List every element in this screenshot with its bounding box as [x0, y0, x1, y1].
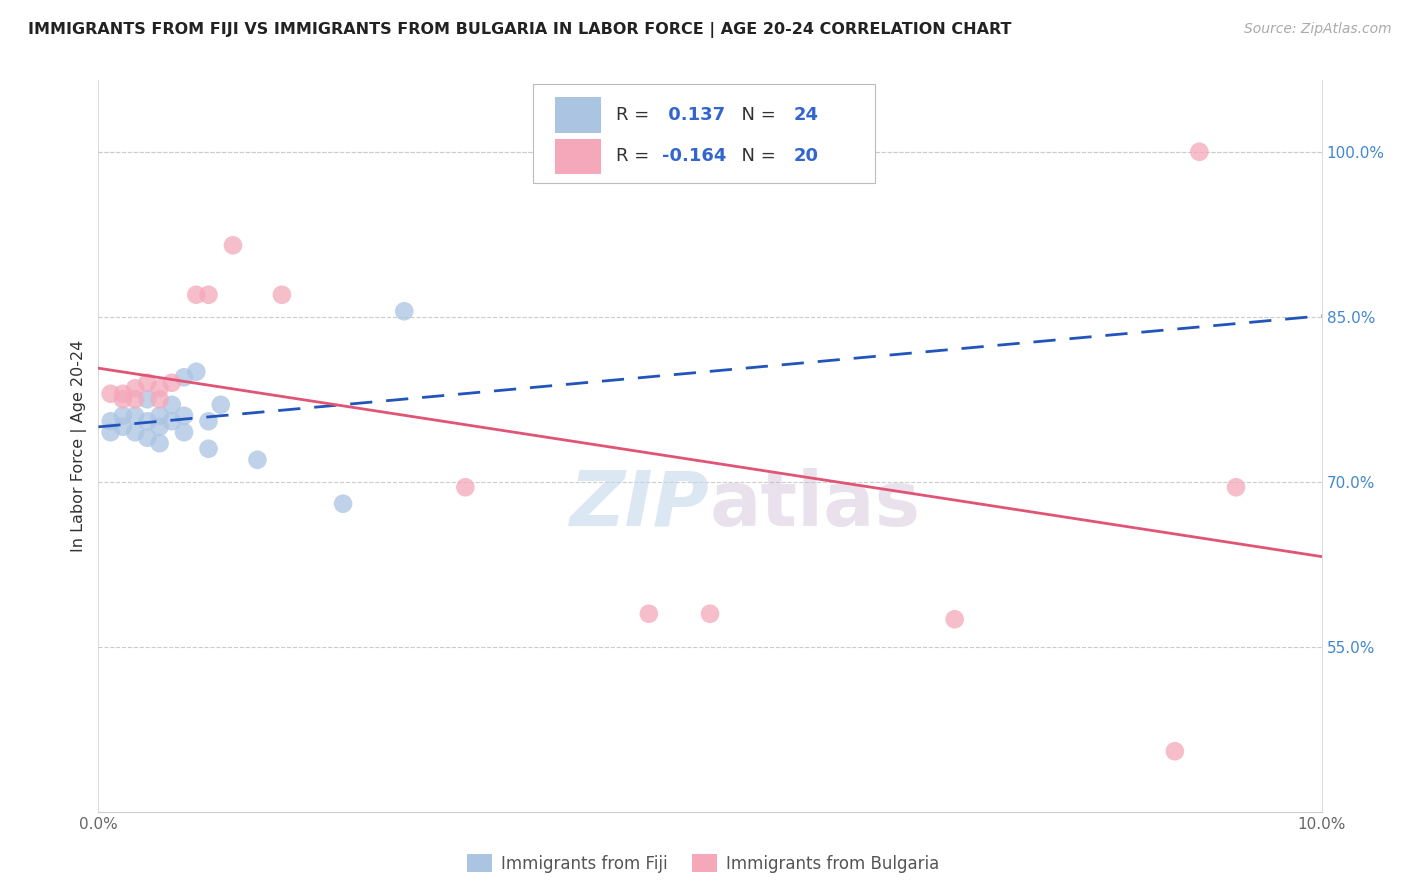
Text: R =: R =	[616, 147, 655, 165]
Point	[186, 365, 208, 379]
Point	[173, 409, 195, 423]
Point	[111, 392, 134, 407]
Point	[197, 414, 219, 428]
Point	[332, 497, 354, 511]
Text: Source: ZipAtlas.com: Source: ZipAtlas.com	[1244, 22, 1392, 37]
Text: IMMIGRANTS FROM FIJI VS IMMIGRANTS FROM BULGARIA IN LABOR FORCE | AGE 20-24 CORR: IMMIGRANTS FROM FIJI VS IMMIGRANTS FROM …	[28, 22, 1012, 38]
Point	[149, 409, 172, 423]
Point	[100, 414, 122, 428]
Point	[136, 376, 159, 390]
Point	[197, 287, 219, 301]
Point	[149, 419, 172, 434]
Point	[124, 425, 146, 440]
Point	[270, 287, 292, 301]
Point	[111, 419, 134, 434]
Point	[124, 392, 146, 407]
Text: R =: R =	[616, 106, 655, 124]
Point	[173, 425, 195, 440]
Point	[637, 607, 661, 621]
Point	[209, 398, 232, 412]
Point	[392, 304, 416, 318]
Point	[173, 370, 195, 384]
Point	[454, 480, 477, 494]
Text: 0.137: 0.137	[662, 106, 725, 124]
Bar	[555, 97, 602, 133]
Text: atlas: atlas	[710, 467, 921, 541]
Point	[100, 425, 122, 440]
Point	[160, 398, 183, 412]
Point	[943, 612, 966, 626]
Text: -0.164: -0.164	[662, 147, 727, 165]
Point	[136, 392, 159, 407]
Point	[222, 238, 245, 252]
Point	[1164, 744, 1187, 758]
Point	[197, 442, 219, 456]
Point	[699, 607, 721, 621]
Point	[160, 414, 183, 428]
Text: 24: 24	[793, 106, 818, 124]
Point	[186, 287, 208, 301]
Point	[136, 414, 159, 428]
Point	[111, 409, 134, 423]
FancyBboxPatch shape	[533, 84, 875, 183]
Text: 20: 20	[793, 147, 818, 165]
Point	[160, 376, 183, 390]
Bar	[555, 138, 602, 174]
Point	[124, 381, 146, 395]
Point	[1188, 145, 1211, 159]
Text: ZIP: ZIP	[571, 467, 710, 541]
Point	[100, 386, 122, 401]
Point	[149, 381, 172, 395]
Point	[136, 431, 159, 445]
Point	[246, 452, 269, 467]
Text: N =: N =	[730, 147, 782, 165]
Point	[1225, 480, 1247, 494]
Legend: Immigrants from Fiji, Immigrants from Bulgaria: Immigrants from Fiji, Immigrants from Bu…	[461, 847, 945, 880]
Point	[111, 386, 134, 401]
Text: N =: N =	[730, 106, 782, 124]
Point	[124, 409, 146, 423]
Point	[149, 392, 172, 407]
Y-axis label: In Labor Force | Age 20-24: In Labor Force | Age 20-24	[72, 340, 87, 552]
Point	[149, 436, 172, 450]
